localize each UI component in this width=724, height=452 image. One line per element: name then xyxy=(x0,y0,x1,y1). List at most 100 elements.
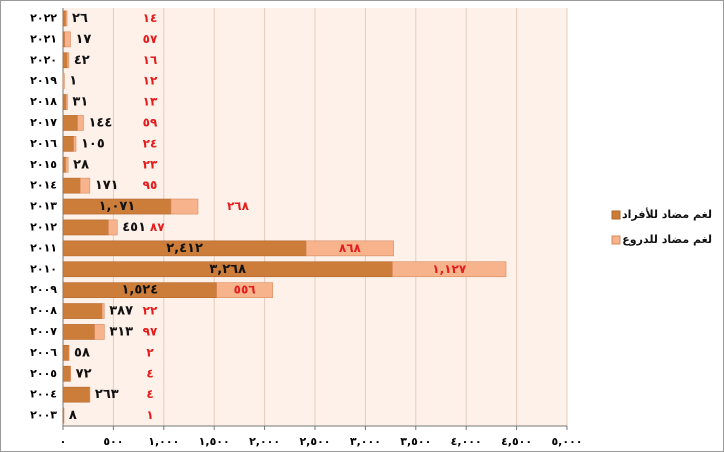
x-tick-label: ٠ xyxy=(60,435,67,448)
y-tick-label: ٢٠١٢ xyxy=(30,220,57,233)
bar-segment xyxy=(79,177,91,194)
data-label: ٣١٣ xyxy=(109,324,133,339)
data-label: ٢٦٨ xyxy=(227,199,250,213)
y-tick-label: ٢٠١٠ xyxy=(30,262,57,275)
bar-segment xyxy=(62,345,70,361)
data-label: ١٢ xyxy=(143,74,158,88)
data-label: ١٤ xyxy=(143,11,158,25)
legend-swatch xyxy=(611,235,621,245)
y-tick-label: ٢٠٠٣ xyxy=(30,409,57,422)
x-tick-label: ٥٠٠ xyxy=(103,435,123,448)
bar-segment xyxy=(64,31,71,48)
bar-segment xyxy=(62,219,109,236)
y-tick-label: ٢٠١٥ xyxy=(30,158,57,171)
y-tick-label: ٢٠٠٥ xyxy=(30,367,57,380)
data-label: ٥٧ xyxy=(143,32,158,46)
bar-segment xyxy=(62,115,78,131)
data-label: ٤ xyxy=(146,366,153,380)
x-tick-label: ٤,٥٠٠ xyxy=(501,435,532,448)
data-label: ٢٨ xyxy=(73,157,89,172)
bar-segment xyxy=(392,261,507,278)
data-label: ١٦ xyxy=(143,53,158,67)
data-label: ٨ xyxy=(69,408,77,423)
data-label: ٤٢ xyxy=(74,53,90,68)
legend-label: لغم مضاد للدروع xyxy=(622,233,712,246)
data-label: ٢٤ xyxy=(143,136,158,150)
data-label: ٥٨ xyxy=(74,345,90,360)
data-label: ١ xyxy=(146,408,153,422)
data-label: ١٧ xyxy=(75,32,91,47)
bar-segment xyxy=(62,52,68,69)
data-label: ٢ xyxy=(146,345,154,359)
bar-segment xyxy=(62,156,67,173)
bar-segment xyxy=(77,115,84,131)
y-tick-label: ٢٠١٩ xyxy=(30,74,57,87)
data-label: ١٤٤ xyxy=(88,115,112,130)
bar-segment xyxy=(216,282,273,298)
data-label: ٢٣ xyxy=(143,157,158,171)
y-tick-label: ٢٠١٦ xyxy=(30,137,57,150)
x-tick-label: ٢,٠٠٠ xyxy=(249,435,280,448)
y-tick-label: ٢٠٢١ xyxy=(30,32,57,45)
x-tick-label: ١,٥٠٠ xyxy=(199,435,230,448)
bar-segment xyxy=(65,10,68,27)
data-label: ٢٢ xyxy=(143,304,158,318)
data-label: ١٧١ xyxy=(95,178,119,193)
y-tick-label: ٢٠١٧ xyxy=(30,116,57,129)
y-tick-label: ٢٠٠٨ xyxy=(30,304,57,317)
bar-segment xyxy=(62,136,74,152)
bar-segment xyxy=(65,94,68,110)
bar-segment xyxy=(62,324,95,340)
data-label: ٩٥ xyxy=(143,178,158,192)
data-label: ١٠٥ xyxy=(81,136,105,151)
bar-segment xyxy=(94,324,105,340)
legend-label: لغم مضاد للأفراد xyxy=(622,207,712,221)
data-label: ١ xyxy=(69,74,77,89)
data-label: ٤ xyxy=(146,387,153,401)
y-tick-label: ٢٠٠٦ xyxy=(30,346,57,359)
bar-segment xyxy=(170,198,199,215)
y-tick-label: ٢٠١٤ xyxy=(30,179,57,192)
bar-segment xyxy=(73,136,77,152)
y-tick-label: ٢٠١١ xyxy=(30,241,57,254)
y-tick-label: ٢٠٢٢ xyxy=(30,11,57,24)
legend-swatch xyxy=(611,210,621,220)
x-tick-label: ٣,٥٠٠ xyxy=(400,435,431,448)
y-tick-label: ٢٠٠٧ xyxy=(30,325,57,338)
bar-segment xyxy=(62,303,103,319)
data-label: ٣٨٧ xyxy=(109,304,133,319)
data-label: ٢,٤١٢ xyxy=(166,241,203,256)
y-tick-label: ٢٠١٨ xyxy=(30,95,57,108)
bar-segment xyxy=(62,177,81,194)
data-label: ٧٢ xyxy=(76,366,92,381)
y-tick-label: ٢٠٠٤ xyxy=(30,388,57,401)
bar-segment xyxy=(65,156,69,173)
data-label: ٨٦٨ xyxy=(339,241,362,255)
bar-segment xyxy=(66,52,70,69)
bar-segment xyxy=(101,303,105,319)
bar-segment xyxy=(62,386,90,403)
bar-segment xyxy=(62,94,67,110)
y-tick-label: ٢٠١٣ xyxy=(30,200,57,213)
x-tick-label: ١,٠٠٠ xyxy=(148,435,179,448)
x-tick-label: ٣,٠٠٠ xyxy=(350,435,381,448)
data-label: ١,١٢٧ xyxy=(432,262,467,276)
bar-segment xyxy=(305,240,394,257)
data-label: ٨٧ xyxy=(150,220,165,234)
data-label: ٢٦ xyxy=(72,11,88,26)
data-label: ٣١ xyxy=(72,95,88,110)
data-label: ١,٥٢٤ xyxy=(121,283,158,298)
data-label: ٣,٢٦٨ xyxy=(209,262,246,277)
bar-segment xyxy=(62,365,71,382)
bar-segment xyxy=(62,10,66,27)
bar-segment xyxy=(108,219,118,236)
data-label: ١٣ xyxy=(143,95,158,109)
x-tick-label: ٢,٥٠٠ xyxy=(299,435,330,448)
y-tick-label: ٢٠٠٩ xyxy=(30,283,57,296)
data-label: ٥٥٦ xyxy=(234,283,256,297)
y-tick-label: ٢٠٢٠ xyxy=(30,53,57,66)
data-label: ٤٥١ xyxy=(122,220,146,235)
data-label: ٢٦٣ xyxy=(95,387,119,402)
data-label: ٩٧ xyxy=(143,324,158,338)
